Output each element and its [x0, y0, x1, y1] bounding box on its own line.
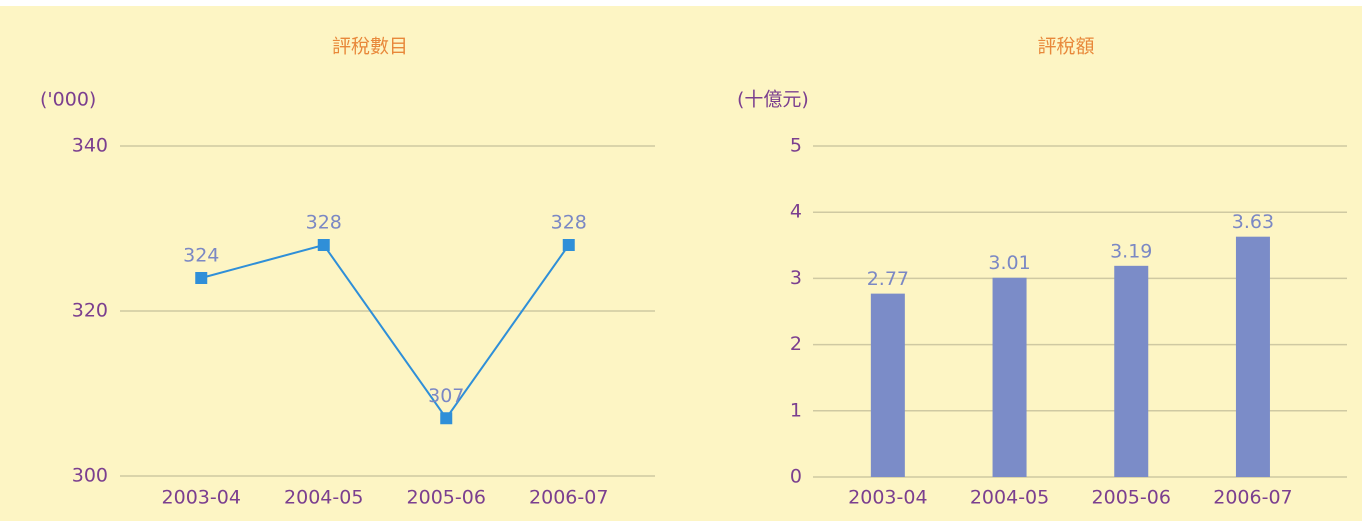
x-tick-label: 2003-04 [848, 487, 927, 509]
y-tick-label: 3 [790, 267, 802, 289]
data-label: 324 [183, 245, 219, 267]
chart-title: 評稅數目 [332, 36, 408, 58]
bar [870, 293, 905, 477]
y-tick-label: 4 [790, 201, 802, 223]
data-label: 307 [428, 385, 464, 407]
x-tick-label: 2004-05 [284, 487, 363, 509]
y-tick-label: 5 [790, 135, 802, 157]
data-label: 328 [551, 212, 587, 234]
x-tick-label: 2006-07 [1213, 487, 1292, 509]
data-label: 3.63 [1232, 211, 1274, 233]
y-tick-label: 2 [790, 333, 802, 355]
bar [1235, 236, 1270, 477]
marker [562, 239, 575, 251]
y-axis-label: ('000) [40, 89, 96, 111]
data-label: 2.77 [867, 268, 909, 290]
data-label: 328 [306, 212, 342, 234]
data-label: 3.19 [1110, 240, 1152, 262]
marker [317, 239, 330, 251]
x-tick-label: 2003-04 [162, 487, 241, 509]
marker [440, 412, 453, 425]
x-tick-label: 2006-07 [529, 487, 608, 509]
y-tick-label: 300 [72, 465, 108, 487]
marker [195, 272, 208, 284]
y-tick-label: 320 [72, 300, 108, 322]
line [200, 243, 570, 420]
x-tick-label: 2005-06 [407, 487, 486, 509]
bar [992, 277, 1027, 477]
bar [1114, 265, 1149, 477]
y-axis-label: (十億元) [737, 89, 809, 111]
chart-title: 評稅額 [1037, 36, 1094, 58]
y-tick-label: 0 [790, 466, 802, 488]
y-tick-label: 340 [72, 135, 108, 157]
data-label: 3.01 [988, 252, 1030, 274]
x-tick-label: 2005-06 [1092, 487, 1171, 509]
x-tick-label: 2004-05 [970, 487, 1049, 509]
y-tick-label: 1 [790, 399, 802, 421]
